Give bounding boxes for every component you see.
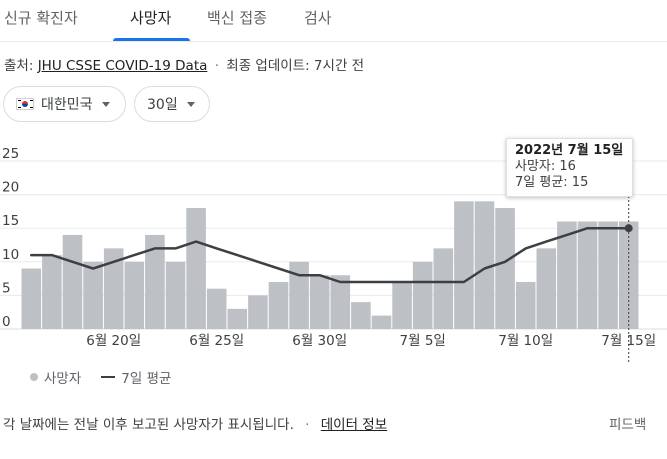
country-select[interactable]: 대한민국	[3, 86, 126, 122]
y-tick-label: 10	[2, 247, 19, 263]
bar	[515, 281, 536, 329]
feedback-link[interactable]: 피드백	[609, 417, 647, 433]
bar	[248, 295, 268, 329]
tab-deaths[interactable]: 사망자	[130, 9, 172, 27]
bar	[103, 248, 124, 329]
chart-tooltip: 2022년 7월 15일 사망자: 16 7일 평균: 15	[506, 138, 633, 197]
chevron-down-icon	[186, 101, 195, 107]
tooltip-average: 7일 평균: 15	[515, 175, 589, 190]
highlight-point	[624, 224, 633, 233]
deaths-chart[interactable]: 0 5 10 15 20 25 6월 20일 6월 25일 6월 30일 7월 5일 7월 10일 7…	[0, 140, 667, 362]
y-tick-label: 0	[2, 314, 11, 330]
x-tick-label: 6월 20일	[86, 333, 141, 349]
chart-legend: 사망자 7일 평균	[30, 367, 171, 387]
tab-new-cases[interactable]: 신규 확진자	[4, 9, 78, 27]
average-line	[30, 226, 630, 284]
bar	[330, 275, 351, 329]
bar-legend-swatch	[30, 373, 38, 381]
bar	[206, 288, 227, 329]
tab-bar: 신규 확진자 사망자 백신 접종 검사	[0, 0, 667, 42]
bar	[268, 281, 289, 329]
range-select[interactable]: 30일	[134, 86, 210, 122]
tab-tests[interactable]: 검사	[304, 9, 332, 27]
footer-note: 각 날짜에는 전날 이후 보고된 사망자가 표시됩니다. · 데이터 정보	[3, 413, 387, 433]
x-tick-label: 7월 5일	[400, 333, 446, 349]
data-info-link[interactable]: 데이터 정보	[320, 417, 388, 433]
chevron-down-icon	[101, 101, 110, 107]
korea-flag-icon	[16, 98, 34, 110]
bar	[124, 261, 145, 329]
bar	[536, 248, 557, 329]
tab-vaccinations[interactable]: 백신 접종	[207, 9, 267, 27]
bar	[371, 315, 392, 329]
footer-separator: ·	[305, 417, 310, 433]
active-tab-indicator	[113, 38, 190, 41]
bar	[392, 281, 412, 329]
bar	[577, 221, 598, 329]
line-legend-swatch	[101, 376, 116, 378]
bar	[227, 308, 248, 329]
bar	[186, 208, 206, 329]
bar	[433, 248, 454, 329]
bar	[165, 261, 186, 329]
bar	[145, 234, 165, 329]
bar	[598, 221, 618, 329]
x-tick-label: 7월 10일	[498, 333, 553, 349]
bar	[62, 234, 83, 329]
country-label: 대한민국	[41, 97, 93, 113]
y-tick-label: 20	[2, 180, 19, 196]
y-tick-label: 15	[2, 213, 19, 229]
last-updated: 최종 업데이트: 7시간 전	[226, 58, 365, 74]
bar	[557, 221, 577, 329]
x-tick-label: 6월 25일	[189, 333, 244, 349]
source-line: 출처: JHU CSSE COVID-19 Data · 최종 업데이트: 7시…	[4, 54, 364, 74]
legend-average: 7일 평균	[121, 371, 172, 387]
tooltip-date: 2022년 7월 15일	[515, 143, 624, 158]
bar	[454, 201, 474, 329]
bar	[351, 302, 371, 329]
bar	[83, 261, 103, 329]
bar	[21, 268, 42, 329]
source-separator: ·	[214, 58, 219, 74]
legend-deaths: 사망자	[44, 371, 82, 387]
y-tick-label: 25	[2, 146, 19, 162]
bar	[412, 261, 433, 329]
footer-text: 각 날짜에는 전날 이후 보고된 사망자가 표시됩니다.	[3, 417, 294, 433]
bar	[289, 261, 309, 329]
tooltip-deaths: 사망자: 16	[515, 159, 576, 174]
bar	[474, 201, 495, 329]
bar	[618, 221, 639, 329]
range-label: 30일	[147, 97, 178, 113]
bar	[495, 208, 515, 329]
x-tick-label: 6월 30일	[292, 333, 347, 349]
source-prefix: 출처:	[4, 58, 34, 74]
source-link[interactable]: JHU CSSE COVID-19 Data	[37, 58, 208, 74]
bar	[309, 275, 330, 329]
y-tick-label: 5	[2, 280, 11, 296]
bar	[42, 255, 62, 329]
